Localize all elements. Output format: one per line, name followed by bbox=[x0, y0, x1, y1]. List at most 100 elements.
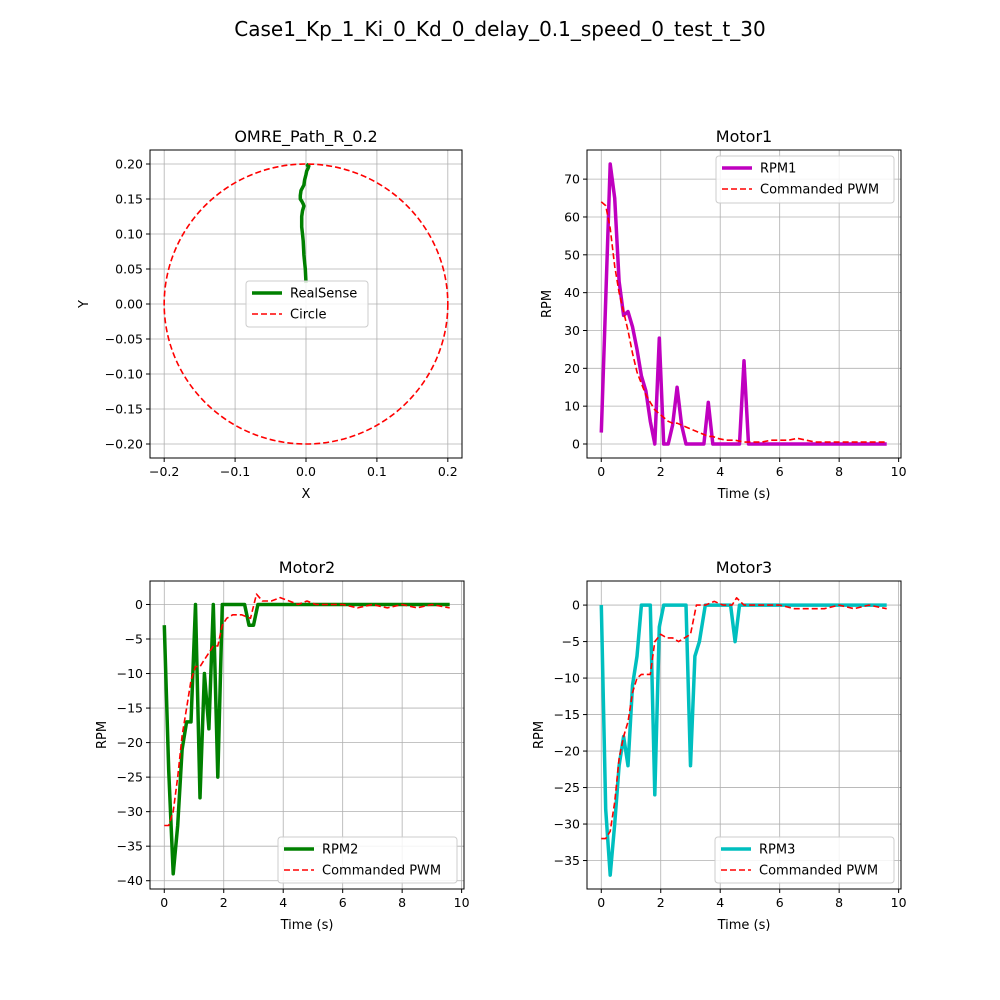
figure-title: Case1_Kp_1_Ki_0_Kd_0_delay_0.1_speed_0_t… bbox=[234, 17, 765, 41]
y-tick-label: −5 bbox=[562, 634, 580, 649]
x-tick-label: 6 bbox=[776, 464, 784, 479]
y-tick-label: −30 bbox=[117, 804, 143, 819]
chart-title: Motor3 bbox=[716, 558, 772, 577]
y-tick-label: 60 bbox=[564, 209, 580, 224]
legend: RPM1 Commanded PWM bbox=[715, 155, 895, 204]
x-axis-label: Time (s) bbox=[280, 918, 334, 933]
series-line-motor2-1 bbox=[164, 593, 450, 827]
y-tick-label: −0.05 bbox=[105, 332, 143, 347]
x-tick-label: 0.2 bbox=[438, 464, 458, 479]
x-tick-label: 4 bbox=[279, 895, 287, 910]
y-tick-label: 0 bbox=[572, 437, 580, 452]
legend-box bbox=[715, 155, 895, 204]
x-tick-label: 0 bbox=[160, 895, 168, 910]
y-tick-label: 70 bbox=[564, 172, 580, 187]
y-tick-label: −0.15 bbox=[105, 402, 143, 417]
series-line-path-1 bbox=[163, 163, 449, 445]
chart-title: Motor2 bbox=[279, 558, 335, 577]
legend-label: RPM2 bbox=[322, 843, 358, 858]
y-tick-label: −35 bbox=[117, 839, 143, 854]
legend-label: Circle bbox=[290, 308, 327, 323]
y-axis-label: Y bbox=[77, 300, 92, 309]
y-tick-label: 30 bbox=[564, 323, 580, 338]
x-tick-label: 0.0 bbox=[296, 464, 316, 479]
x-tick-label: 4 bbox=[716, 895, 724, 910]
legend-label: RPM1 bbox=[760, 162, 796, 177]
series-line-motor3-1 bbox=[601, 596, 887, 840]
legend: RPM2 Commanded PWM bbox=[277, 836, 458, 884]
y-axis-label: RPM bbox=[540, 290, 555, 318]
x-tick-label: 0.1 bbox=[367, 464, 387, 479]
y-tick-label: 40 bbox=[564, 285, 580, 300]
y-axis-label: RPM bbox=[532, 721, 547, 749]
chart-path: −0.2 −0.1 0.0 0.1 0.2 0.20 0.15 0.10 0.05 0.00 −0.… bbox=[77, 127, 463, 502]
legend-label: Commanded PWM bbox=[760, 183, 879, 198]
y-tick-label: 0.00 bbox=[115, 297, 143, 312]
x-tick-label: −0.1 bbox=[220, 464, 250, 479]
y-tick-label: −30 bbox=[554, 817, 580, 832]
x-tick-label: 6 bbox=[339, 895, 347, 910]
legend-label: Commanded PWM bbox=[759, 864, 878, 879]
x-tick-label: 4 bbox=[716, 464, 724, 479]
x-tick-label: 6 bbox=[776, 895, 784, 910]
chart-motor2: 0 2 4 6 8 10 0 −5 −10 −15 −20 −25 −30 −35 −40 Motor2 Tim… bbox=[95, 558, 470, 933]
legend: RealSense Circle bbox=[245, 280, 369, 328]
y-tick-label: 50 bbox=[564, 247, 580, 262]
y-tick-label: −0.20 bbox=[105, 437, 143, 452]
x-tick-label: 2 bbox=[657, 895, 665, 910]
x-tick-label: 8 bbox=[835, 895, 843, 910]
x-axis-label: Time (s) bbox=[717, 487, 771, 502]
series-line-motor1-1 bbox=[600, 201, 887, 443]
x-axis-label: Time (s) bbox=[717, 918, 771, 933]
chart-motor1: 0 2 4 6 8 10 0 10 20 30 40 50 60 70 Motor1 Time (s) RPM R… bbox=[540, 127, 907, 502]
y-tick-label: −25 bbox=[117, 770, 143, 785]
y-tick-label: −20 bbox=[117, 735, 143, 750]
legend-box bbox=[277, 836, 458, 884]
legend-box bbox=[714, 836, 895, 884]
axes-frame bbox=[149, 580, 465, 890]
chart-motor3: 0 2 4 6 8 10 0 −5 −10 −15 −20 −25 −30 −35 Motor3 Time (… bbox=[532, 558, 907, 933]
x-tick-label: 2 bbox=[657, 464, 665, 479]
x-tick-label: 10 bbox=[891, 895, 907, 910]
y-tick-label: −20 bbox=[554, 744, 580, 759]
y-tick-label: 0 bbox=[135, 597, 143, 612]
x-tick-label: 0 bbox=[597, 895, 605, 910]
series-line-motor1-0 bbox=[599, 162, 887, 446]
axes-frame bbox=[586, 149, 902, 459]
x-axis-label: X bbox=[302, 487, 311, 502]
y-tick-label: −0.10 bbox=[105, 367, 143, 382]
x-tick-label: 0 bbox=[597, 464, 605, 479]
y-tick-label: 0 bbox=[572, 598, 580, 613]
y-tick-label: 20 bbox=[564, 361, 580, 376]
legend-label: RPM3 bbox=[759, 843, 795, 858]
chart-title: Motor1 bbox=[716, 127, 772, 146]
series-line-motor2-0 bbox=[162, 602, 450, 876]
y-tick-label: −10 bbox=[554, 671, 580, 686]
y-tick-label: 0.15 bbox=[115, 192, 143, 207]
legend: RPM3 Commanded PWM bbox=[714, 836, 895, 884]
y-tick-label: −5 bbox=[125, 632, 143, 647]
y-tick-label: −35 bbox=[554, 853, 580, 868]
y-tick-label: 10 bbox=[564, 399, 580, 414]
x-tick-label: 8 bbox=[835, 464, 843, 479]
y-tick-label: −15 bbox=[117, 701, 143, 716]
legend-label: Commanded PWM bbox=[322, 864, 441, 879]
chart-title: OMRE_Path_R_0.2 bbox=[234, 127, 377, 147]
x-tick-label: 10 bbox=[891, 464, 907, 479]
y-tick-label: −25 bbox=[554, 780, 580, 795]
series-line-path-0 bbox=[298, 162, 311, 284]
y-tick-label: 0.05 bbox=[115, 262, 143, 277]
x-tick-label: 10 bbox=[454, 895, 470, 910]
y-tick-label: −40 bbox=[117, 873, 143, 888]
x-tick-label: 8 bbox=[398, 895, 406, 910]
axes-frame bbox=[586, 580, 902, 890]
legend-label: RealSense bbox=[290, 287, 357, 302]
y-tick-label: −10 bbox=[117, 666, 143, 681]
y-axis-label: RPM bbox=[95, 721, 110, 749]
x-tick-label: 2 bbox=[220, 895, 228, 910]
y-tick-label: 0.10 bbox=[115, 227, 143, 242]
y-tick-label: −15 bbox=[554, 707, 580, 722]
x-tick-label: −0.2 bbox=[149, 464, 179, 479]
y-tick-label: 0.20 bbox=[115, 157, 143, 172]
